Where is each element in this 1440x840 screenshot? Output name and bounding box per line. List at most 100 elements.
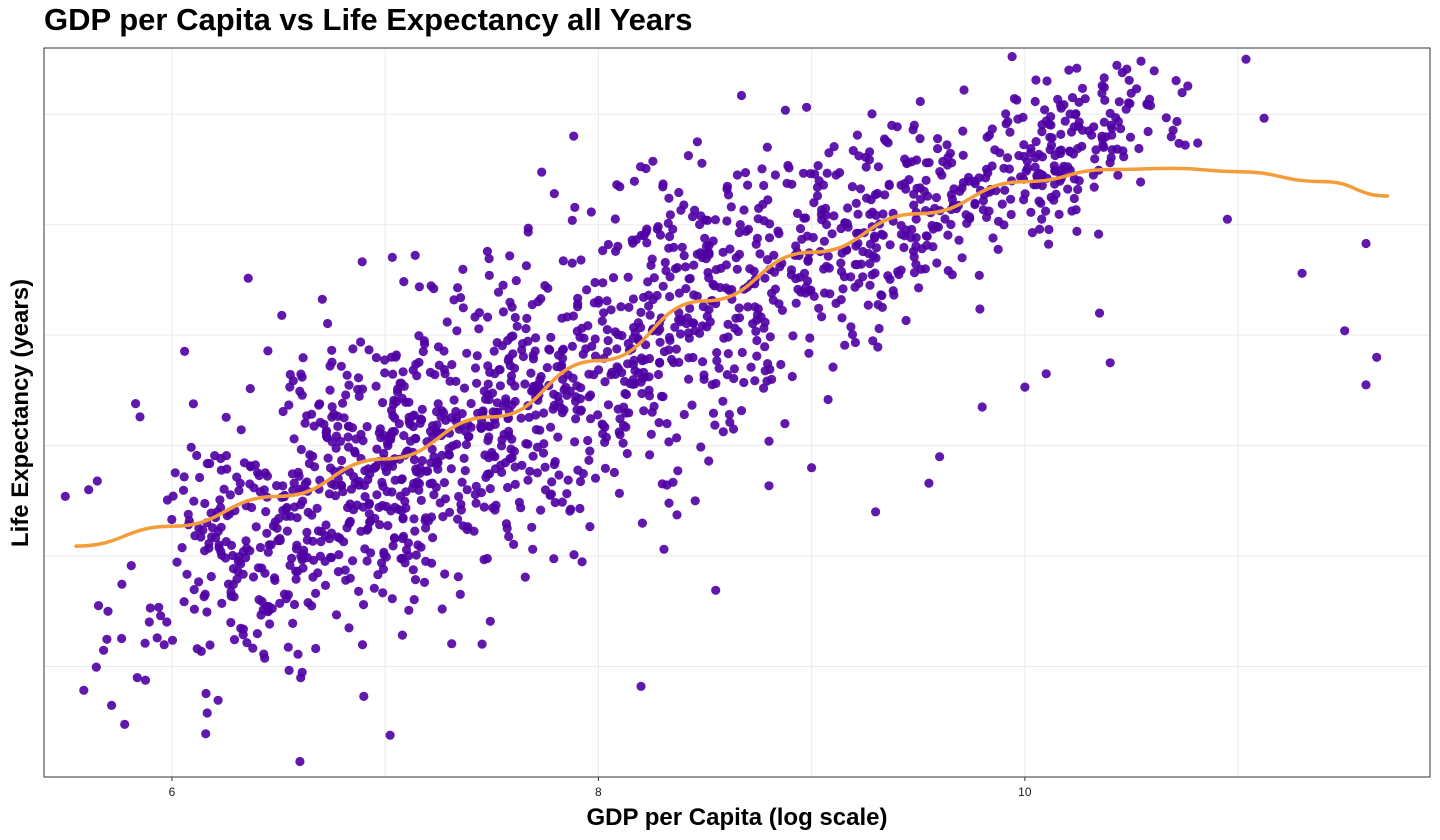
data-point (877, 291, 887, 301)
data-point (1007, 52, 1017, 62)
data-point (1013, 114, 1023, 124)
data-point (469, 526, 479, 536)
data-point (958, 126, 968, 136)
data-point (954, 235, 964, 245)
data-point (308, 555, 319, 565)
data-point (358, 600, 369, 610)
data-point (812, 182, 823, 192)
data-point (459, 383, 470, 393)
data-point (1037, 214, 1047, 224)
data-point (602, 325, 612, 335)
data-point (420, 339, 430, 349)
data-point (835, 168, 845, 178)
data-point (378, 398, 388, 408)
data-point (909, 189, 919, 199)
data-point (319, 419, 329, 429)
data-point (871, 507, 881, 517)
data-point (479, 555, 489, 565)
data-point (798, 168, 809, 178)
data-point (217, 598, 227, 609)
data-point (471, 481, 481, 491)
x-axis-ticks: 6 8 10 (169, 777, 1032, 799)
data-point (120, 719, 130, 730)
data-point (311, 643, 321, 654)
trend-line (74, 166, 1390, 548)
data-point (298, 353, 308, 363)
data-point (466, 422, 476, 432)
data-point (933, 144, 943, 154)
data-point (590, 351, 601, 361)
data-point (711, 585, 721, 595)
data-point (864, 155, 875, 165)
data-point (916, 194, 926, 204)
data-point (538, 448, 549, 458)
data-point (803, 255, 813, 265)
data-point (1099, 142, 1109, 152)
data-point (704, 456, 714, 466)
data-point (909, 200, 919, 210)
data-point (722, 181, 733, 191)
data-point (725, 417, 735, 427)
data-point (874, 323, 884, 334)
data-point (653, 326, 663, 336)
data-point (827, 229, 837, 239)
data-point (710, 215, 721, 225)
data-point (846, 272, 856, 282)
data-point (622, 448, 632, 459)
data-point (558, 374, 568, 384)
data-point (1372, 352, 1382, 362)
data-point (135, 412, 145, 422)
data-point (152, 633, 162, 643)
data-point (251, 522, 261, 532)
data-point (737, 347, 747, 358)
data-point (567, 258, 577, 268)
data-point (864, 248, 874, 259)
data-point (851, 241, 861, 251)
data-point (253, 468, 263, 478)
data-point (759, 383, 769, 393)
data-point (535, 425, 545, 435)
data-point (263, 346, 273, 356)
data-point (1074, 97, 1084, 107)
data-point (610, 214, 620, 224)
data-point (383, 521, 393, 531)
data-point (578, 349, 588, 359)
data-point (719, 333, 729, 343)
data-point (462, 485, 472, 495)
data-point (575, 476, 586, 487)
data-point (330, 480, 340, 490)
data-point (409, 514, 419, 524)
data-point (850, 259, 860, 270)
data-point (821, 261, 832, 271)
data-point (806, 285, 816, 295)
data-point (935, 452, 945, 462)
data-point (1073, 184, 1083, 195)
data-point (959, 85, 969, 95)
data-point (371, 381, 381, 391)
data-point (675, 329, 686, 339)
data-point (714, 363, 724, 373)
data-point (460, 466, 470, 476)
data-point (1012, 95, 1022, 105)
data-point (682, 319, 692, 329)
data-point (568, 373, 578, 383)
data-point (783, 160, 793, 171)
data-point (557, 497, 567, 507)
data-point (993, 216, 1004, 226)
data-point (390, 502, 400, 512)
data-point (787, 371, 797, 382)
data-point (641, 340, 651, 350)
data-point (537, 167, 547, 177)
data-point (997, 199, 1007, 209)
data-point (186, 442, 196, 452)
data-point (338, 398, 348, 408)
data-point (884, 180, 894, 191)
data-point (573, 299, 583, 309)
data-point (728, 424, 739, 434)
data-point (323, 318, 333, 329)
data-point (909, 252, 919, 262)
data-point (408, 565, 418, 575)
data-point (608, 273, 619, 283)
data-point (540, 462, 550, 472)
data-point (99, 645, 109, 655)
